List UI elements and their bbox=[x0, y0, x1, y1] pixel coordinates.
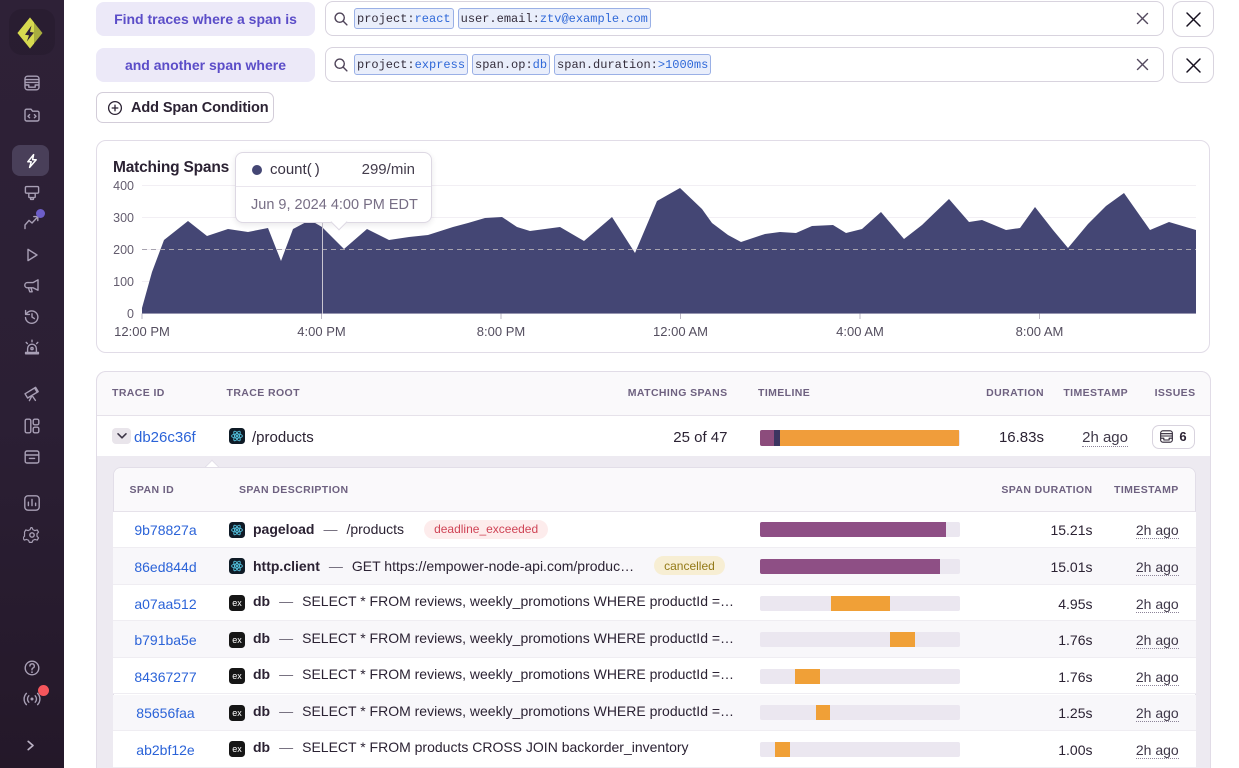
svg-text:ex: ex bbox=[232, 598, 242, 608]
svg-text:ex: ex bbox=[232, 745, 242, 755]
svg-text:ex: ex bbox=[232, 708, 242, 718]
svg-text:ex: ex bbox=[232, 635, 242, 645]
svg-text:ex: ex bbox=[232, 671, 242, 681]
